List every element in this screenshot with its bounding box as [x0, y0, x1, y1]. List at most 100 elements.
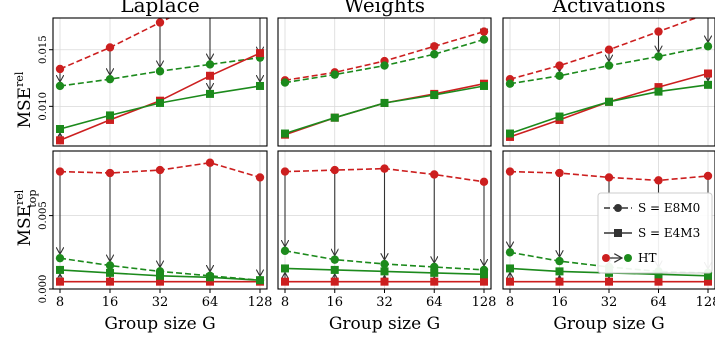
data-point — [105, 43, 115, 52]
data-point — [330, 113, 339, 122]
data-point — [206, 273, 214, 282]
data-point — [654, 87, 663, 96]
data-point — [704, 271, 712, 280]
ytick-label: 0.010 — [38, 92, 49, 121]
data-point — [56, 277, 64, 286]
data-point — [330, 70, 339, 79]
legend-marker — [624, 254, 632, 262]
data-point — [505, 167, 515, 176]
xlabel: Group size G — [104, 314, 215, 334]
data-point — [156, 277, 164, 286]
data-point — [555, 267, 564, 276]
data-point — [206, 71, 214, 80]
legend-marker — [602, 254, 610, 262]
data-point — [55, 167, 65, 176]
data-point — [555, 168, 564, 178]
data-point — [430, 170, 439, 179]
data-point — [155, 165, 165, 175]
plot-area — [505, 18, 713, 141]
data-point — [256, 276, 264, 285]
legend-label: S = E8M0 — [638, 201, 700, 215]
data-point — [155, 18, 165, 27]
data-point — [480, 277, 488, 286]
data-point — [430, 277, 439, 286]
data-point — [654, 277, 663, 286]
ytick-label: 0.000 — [38, 275, 49, 304]
data-point — [281, 129, 289, 138]
data-point — [330, 165, 339, 175]
data-point — [56, 125, 64, 134]
data-point — [505, 248, 515, 257]
plot-area — [55, 18, 265, 145]
data-point — [55, 81, 65, 91]
data-point — [604, 61, 614, 70]
data-point — [654, 83, 663, 92]
data-point — [155, 67, 165, 76]
data-point — [654, 176, 663, 185]
xtick-label: 16 — [102, 295, 119, 310]
data-point — [255, 173, 265, 182]
data-point — [156, 98, 164, 107]
ytick-label: 0.015 — [38, 35, 49, 64]
data-point — [703, 171, 713, 181]
panel-4: 0.000 0.005 8 16 32 64 128 Group size G — [38, 150, 272, 334]
ylabel-bottom: MSEreltop — [13, 189, 39, 246]
data-point — [505, 79, 515, 88]
data-point — [330, 265, 339, 274]
panel-1: Laplace 0.010 0.015 — [38, 0, 268, 147]
panel-title: Laplace — [120, 0, 199, 17]
data-point — [703, 42, 713, 51]
legend-marker — [614, 204, 622, 212]
data-point — [330, 277, 339, 286]
data-point — [704, 80, 712, 89]
legend-label: HT — [638, 251, 656, 265]
data-point — [430, 50, 439, 59]
xlabel: Group size G — [329, 314, 440, 334]
xtick-label: 16 — [551, 295, 568, 310]
data-point — [106, 277, 114, 286]
xtick-label: 128 — [472, 295, 497, 310]
xtick-label: 8 — [506, 295, 514, 310]
data-point — [479, 35, 489, 44]
data-point — [205, 60, 215, 69]
panel-3: Activations — [502, 0, 715, 147]
data-point — [106, 115, 114, 124]
xtick-label: 8 — [281, 295, 289, 310]
data-point — [380, 164, 389, 173]
data-point — [105, 168, 115, 178]
xtick-label: 32 — [152, 295, 169, 310]
xtick-label: 64 — [426, 295, 443, 310]
data-point — [555, 256, 564, 266]
data-point — [280, 78, 290, 87]
data-point — [206, 277, 214, 286]
data-point — [380, 259, 389, 269]
panel-frame — [52, 17, 268, 147]
data-point — [106, 268, 114, 277]
data-point — [280, 167, 290, 176]
xtick-label: 8 — [56, 295, 64, 310]
data-point — [430, 268, 439, 277]
data-point — [430, 42, 439, 51]
xlabel: Group size G — [553, 314, 664, 334]
data-point — [380, 98, 389, 107]
data-point — [704, 277, 712, 286]
legend-label: S = E4M3 — [638, 226, 700, 240]
panel-frame — [502, 17, 715, 147]
data-point — [380, 61, 389, 70]
plot-area — [55, 158, 265, 286]
data-point — [156, 271, 164, 280]
data-point — [479, 177, 489, 187]
data-point — [256, 49, 264, 58]
data-point — [555, 61, 564, 70]
data-point — [555, 277, 564, 286]
legend-box — [597, 192, 713, 274]
data-point — [604, 173, 614, 182]
panel-title: Weights — [344, 0, 425, 17]
series-line-red-dashed — [59, 18, 171, 70]
ytick-label: 0.005 — [38, 201, 49, 230]
data-point — [56, 136, 64, 145]
xtick-label: 64 — [202, 295, 219, 310]
data-point — [380, 277, 389, 286]
data-point — [380, 267, 389, 276]
